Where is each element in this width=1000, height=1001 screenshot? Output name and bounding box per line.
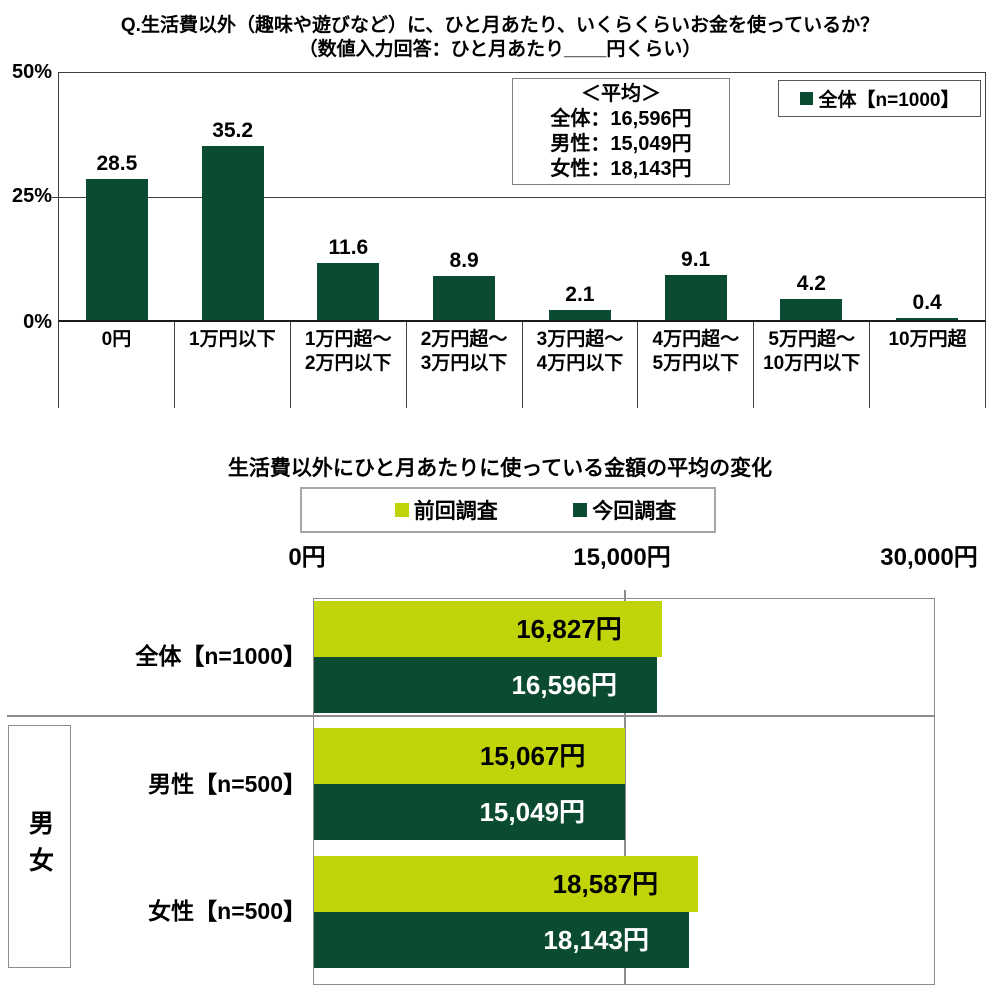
x-axis-tick-0: 0円 (288, 546, 325, 570)
category-label: 1万円以下 (175, 322, 291, 408)
legend-entry-current: 今回調査 (536, 495, 715, 525)
bar-10k-20k (317, 263, 379, 320)
average-male: 男性：15,049円 (513, 132, 729, 157)
row-label-male: 男性【n=500】 (60, 771, 306, 797)
bar-female-current: 18,143円 (314, 912, 689, 968)
bar-value-label: 35.2 (175, 120, 291, 141)
y-axis-tick-0: 0% (0, 312, 52, 332)
legend-swatch-previous-icon (395, 503, 409, 517)
bar-value-label: 9.1 (638, 249, 754, 270)
x-axis-tick-30000: 30,000円 (880, 546, 977, 570)
bar-pair-male: 15,067円 15,049円 (314, 728, 934, 840)
y-axis-tick-50: 50% (0, 62, 52, 82)
category-text: 5万円超～ 10万円以下 (763, 329, 860, 374)
bar-pair-female: 18,587円 18,143円 (314, 856, 934, 968)
bottom-chart-legend: 前回調査 今回調査 (300, 487, 716, 533)
bar-30k-40k (549, 310, 611, 320)
category-label: 5万円超～ 10万円以下 (754, 322, 870, 408)
category-text: 4万円超～ 5万円以下 (653, 329, 740, 374)
average-annotation-box: ＜平均＞ 全体：16,596円 男性：15,049円 女性：18,143円 (512, 78, 730, 185)
legend-swatch-total-icon (800, 92, 813, 105)
average-total: 全体：16,596円 (513, 107, 729, 132)
bar-total-previous: 16,827円 (314, 601, 662, 657)
bar-slot: 28.5 (59, 73, 175, 320)
bar-male-current: 15,049円 (314, 784, 625, 840)
top-chart-subtitle: （数値入力回答：ひと月あたり____円くらい） (0, 34, 1000, 61)
row-label-total: 全体【n=1000】 (60, 643, 306, 669)
legend-label-current: 今回調査 (592, 495, 676, 525)
bar-over-100k (896, 318, 958, 320)
bar-slot: 11.6 (291, 73, 407, 320)
bar-value-label: 2.1 (522, 284, 638, 305)
bar-20k-30k (433, 276, 495, 320)
bar-slot: 35.2 (175, 73, 291, 320)
bar-pair-total: 16,827円 16,596円 (314, 601, 934, 713)
top-chart-legend: 全体【n=1000】 (778, 80, 981, 117)
bar-total-current: 16,596円 (314, 657, 657, 713)
bar-male-previous: 15,067円 (314, 728, 625, 784)
category-label: 2万円超～ 3万円以下 (407, 322, 523, 408)
bar-value-label: 0.4 (869, 292, 985, 313)
y-axis-tickmark-25 (52, 197, 59, 198)
gender-group-box: 男女 (8, 725, 71, 968)
category-text: 2万円超～ 3万円以下 (421, 329, 508, 374)
legend-entry-previous: 前回調査 (357, 495, 536, 525)
bottom-chart-title: 生活費以外にひと月あたりに使っている金額の平均の変化 (0, 452, 1000, 482)
bar-40k-50k (665, 275, 727, 320)
category-text: 1万円超～ 2万円以下 (305, 329, 392, 374)
row-label-female: 女性【n=500】 (60, 898, 306, 924)
bar-slot: 8.9 (406, 73, 522, 320)
average-female: 女性：18,143円 (513, 157, 729, 182)
bar-50k-100k (780, 299, 842, 320)
category-label: 0円 (58, 322, 175, 408)
category-label: 4万円超～ 5万円以下 (638, 322, 754, 408)
bar-value-label: 28.5 (59, 153, 175, 174)
x-axis-tick-15000: 15,000円 (573, 546, 670, 570)
top-chart-title: Q.生活費以外（趣味や遊びなど）に、ひと月あたり、いくらくらいお金を使っているか… (0, 10, 1000, 37)
x-axis-tickmark-15000 (624, 590, 626, 599)
group-separator-line (7, 715, 935, 717)
bar-value-label: 11.6 (291, 237, 407, 258)
legend-swatch-current-icon (573, 503, 587, 517)
survey-chart-image: Q.生活費以外（趣味や遊びなど）に、ひと月あたり、いくらくらいお金を使っているか… (0, 0, 1000, 1001)
category-text: 3万円超～ 4万円以下 (537, 329, 624, 374)
bar-female-previous: 18,587円 (314, 856, 698, 912)
top-chart-category-axis: 0円 1万円以下 1万円超～ 2万円以下 2万円超～ 3万円以下 3万円超～ 4… (58, 322, 986, 408)
gender-group-label: 男女 (22, 810, 58, 884)
category-label: 1万円超～ 2万円以下 (291, 322, 407, 408)
category-label: 3万円超～ 4万円以下 (523, 322, 639, 408)
y-axis-tick-25: 25% (0, 186, 52, 206)
bar-value-label: 4.2 (754, 273, 870, 294)
category-text: 0円 (102, 329, 132, 350)
bar-under-10k (202, 146, 264, 320)
category-text: 1万円以下 (189, 329, 276, 350)
bar-0yen (86, 179, 148, 320)
category-label: 10万円超 (870, 322, 986, 408)
average-heading: ＜平均＞ (513, 82, 729, 107)
bottom-chart-plot-area: 16,827円 16,596円 15,067円 15,049円 18,587円 … (313, 598, 935, 985)
legend-label-total: 全体【n=1000】 (819, 85, 960, 112)
bar-value-label: 8.9 (406, 250, 522, 271)
category-text: 10万円超 (888, 329, 966, 350)
legend-label-previous: 前回調査 (414, 495, 498, 525)
